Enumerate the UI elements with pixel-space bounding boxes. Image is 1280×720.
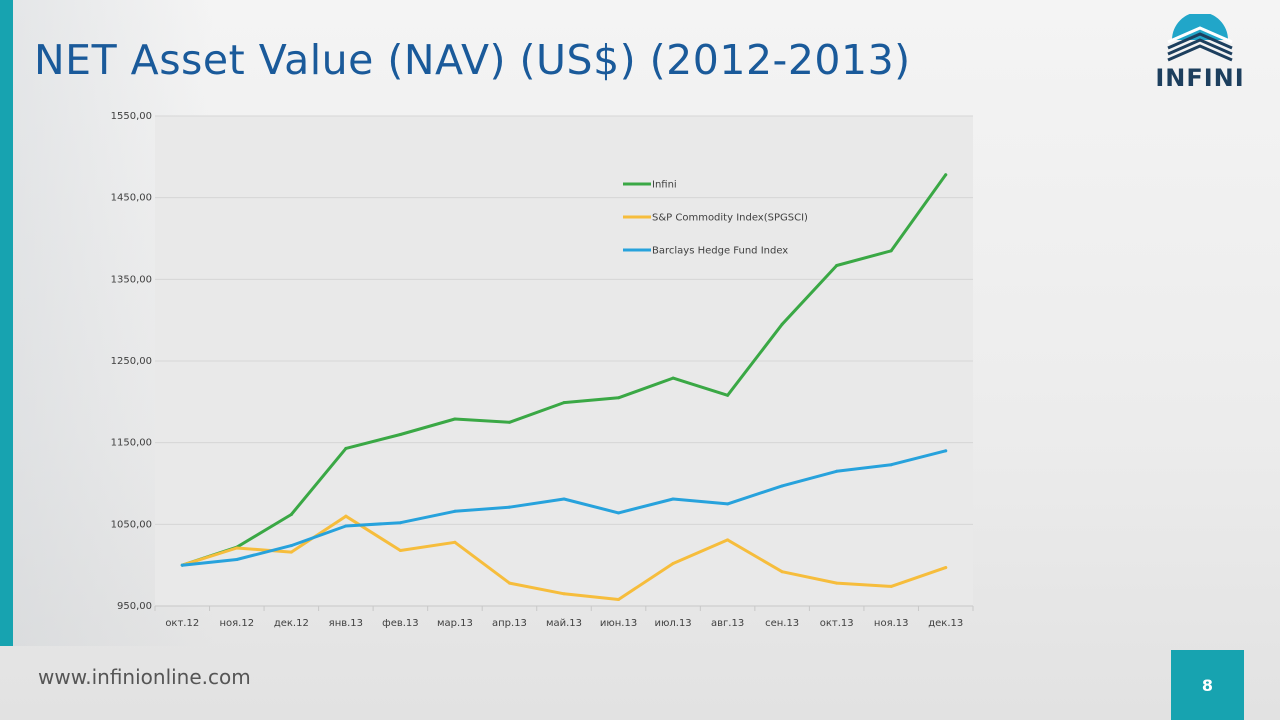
x-tick-label: дек.13 bbox=[928, 618, 963, 629]
logo-emblem-icon bbox=[1167, 12, 1233, 62]
data-point bbox=[180, 563, 184, 567]
x-tick-label: ноя.12 bbox=[220, 618, 255, 629]
data-point bbox=[617, 396, 621, 400]
data-point bbox=[562, 497, 566, 501]
data-point bbox=[453, 540, 457, 544]
data-point bbox=[235, 546, 239, 550]
y-tick-label: 950,00 bbox=[117, 601, 152, 612]
y-tick-label: 1250,00 bbox=[111, 356, 152, 367]
page-number: 8 bbox=[1171, 650, 1244, 720]
data-point bbox=[835, 469, 839, 473]
data-point bbox=[780, 484, 784, 488]
x-tick-label: май.13 bbox=[546, 618, 582, 629]
data-point bbox=[398, 433, 402, 436]
x-tick-label: фев.13 bbox=[382, 618, 419, 629]
data-point bbox=[398, 548, 402, 552]
x-tick-label: сен.13 bbox=[765, 618, 799, 629]
data-point bbox=[726, 502, 730, 506]
logo-text: INFINI bbox=[1155, 64, 1245, 92]
y-tick-label: 1050,00 bbox=[111, 519, 152, 530]
legend: Infini S&P Commodity Index(SPGSCI) Barclay… bbox=[623, 180, 808, 257]
data-point bbox=[944, 566, 948, 570]
data-point bbox=[562, 401, 566, 405]
data-point bbox=[344, 514, 348, 518]
data-point bbox=[780, 570, 784, 574]
infini-logo: INFINI bbox=[1150, 12, 1250, 94]
data-point bbox=[507, 420, 511, 424]
y-tick-label: 1450,00 bbox=[111, 193, 152, 204]
data-point bbox=[671, 497, 675, 501]
x-axis-ticks: окт.12 ноя.12 дек.12 янв.13 фев.13 мар.13 апр.… bbox=[154, 606, 974, 629]
data-point bbox=[835, 581, 839, 585]
x-tick-label: окт.12 bbox=[165, 618, 199, 629]
y-axis-ticks: 950,00 1050,00 1150,00 1250,00 1350,00 1450,0… bbox=[111, 111, 152, 612]
data-point bbox=[944, 449, 948, 453]
data-point bbox=[289, 513, 293, 517]
legend-label: Infini bbox=[652, 180, 677, 191]
y-tick-label: 1550,00 bbox=[111, 111, 152, 122]
x-tick-label: июл.13 bbox=[654, 618, 691, 629]
data-point bbox=[289, 550, 293, 554]
gridlines bbox=[155, 115, 973, 607]
data-point bbox=[889, 463, 893, 467]
legend-label: S&P Commodity Index(SPGSCI) bbox=[652, 213, 808, 224]
data-point bbox=[562, 592, 566, 596]
data-point bbox=[453, 417, 457, 421]
series-lines bbox=[180, 173, 948, 601]
data-point bbox=[617, 597, 621, 601]
data-point bbox=[889, 584, 893, 588]
data-point bbox=[835, 263, 839, 267]
slide-title: NET Asset Value (NAV) (US$) (2012-2013) bbox=[34, 36, 911, 84]
x-tick-label: дек.12 bbox=[274, 618, 309, 629]
x-tick-label: мар.13 bbox=[437, 618, 473, 629]
data-point bbox=[726, 393, 730, 397]
x-tick-label: ноя.13 bbox=[874, 618, 909, 629]
data-point bbox=[344, 446, 348, 450]
data-point bbox=[889, 249, 893, 253]
x-tick-label: янв.13 bbox=[329, 618, 363, 629]
data-point bbox=[235, 557, 239, 561]
left-accent-bar bbox=[0, 0, 13, 646]
data-point bbox=[617, 511, 621, 515]
data-point bbox=[398, 521, 402, 525]
y-tick-label: 1350,00 bbox=[111, 274, 152, 285]
y-tick-label: 1150,00 bbox=[111, 438, 152, 449]
data-point bbox=[344, 524, 348, 528]
legend-label: Barclays Hedge Fund Index bbox=[652, 246, 788, 257]
data-point bbox=[289, 544, 293, 548]
data-point bbox=[507, 581, 511, 585]
x-tick-label: апр.13 bbox=[492, 618, 527, 629]
data-point bbox=[780, 322, 784, 326]
x-tick-label: окт.13 bbox=[820, 618, 854, 629]
data-point bbox=[671, 562, 675, 566]
data-point bbox=[453, 509, 457, 513]
data-point bbox=[726, 538, 730, 542]
x-tick-label: июн.13 bbox=[600, 618, 637, 629]
x-tick-label: авг.13 bbox=[711, 618, 744, 629]
data-point bbox=[944, 173, 948, 177]
data-point bbox=[671, 376, 675, 380]
data-point bbox=[507, 505, 511, 509]
website-link[interactable]: www.infinionline.com bbox=[38, 665, 251, 689]
